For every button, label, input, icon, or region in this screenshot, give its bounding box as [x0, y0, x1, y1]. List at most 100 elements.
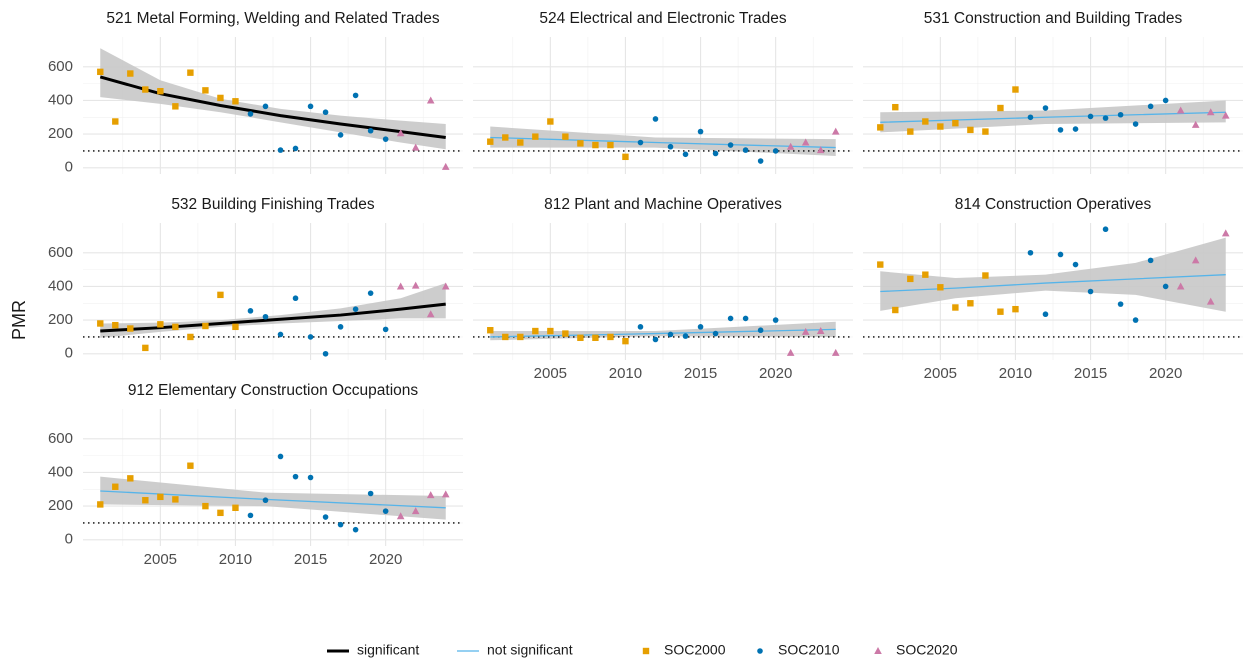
point	[1206, 108, 1215, 116]
y-tick-label: 400	[48, 91, 73, 108]
point	[772, 317, 779, 323]
point	[652, 116, 659, 122]
point	[172, 323, 179, 331]
point	[907, 275, 914, 283]
point	[907, 128, 914, 135]
point	[727, 315, 734, 322]
panel-title: 912 Elementary Construction Occupations	[128, 382, 419, 399]
point	[1191, 120, 1200, 128]
point	[1176, 106, 1185, 114]
x-tick-label: 2015	[684, 365, 717, 382]
point	[396, 512, 405, 520]
point	[112, 483, 119, 490]
panel: 521 Metal Forming, Welding and Related T…	[48, 10, 463, 176]
point	[592, 141, 599, 149]
legend-label: significant	[357, 642, 419, 658]
point	[757, 158, 764, 164]
confidence-band	[100, 48, 446, 150]
point	[757, 327, 764, 334]
point	[97, 501, 104, 508]
panel: 812 Plant and Machine Operatives 2005 2010…	[473, 196, 853, 382]
legend-marker	[874, 647, 882, 654]
point	[801, 327, 810, 335]
point	[967, 300, 974, 307]
panel: 531 Construction and Building Trades	[863, 10, 1243, 174]
y-tick-label: 200	[48, 311, 73, 328]
point	[502, 333, 509, 341]
point	[187, 333, 194, 341]
x-tick-label: 2020	[369, 551, 402, 568]
point	[1117, 301, 1124, 307]
point	[982, 128, 989, 135]
point	[982, 272, 989, 279]
point	[1057, 251, 1064, 258]
point	[157, 87, 164, 95]
point	[487, 327, 494, 334]
x-tick-label: 2005	[144, 551, 177, 568]
x-tick-label: 2005	[534, 365, 567, 382]
point	[937, 123, 944, 130]
panel: 814 Construction Operatives 2005 2010 2015 2…	[863, 196, 1243, 382]
point	[547, 118, 554, 125]
point	[742, 315, 749, 322]
point	[892, 306, 899, 314]
x-tick-label: 2015	[1074, 365, 1107, 382]
y-tick-label: 600	[48, 244, 73, 261]
fit-line	[490, 136, 836, 149]
point	[1072, 261, 1079, 268]
point	[322, 350, 329, 357]
point	[112, 118, 119, 125]
point	[367, 127, 374, 134]
point	[712, 330, 719, 337]
panel-title: 814 Construction Operatives	[955, 196, 1152, 213]
point	[441, 490, 450, 498]
y-tick-label: 0	[65, 345, 73, 362]
point	[292, 295, 299, 302]
point	[217, 94, 224, 102]
y-tick-label: 0	[65, 159, 73, 176]
point	[217, 509, 224, 517]
point	[157, 493, 164, 501]
point	[592, 334, 599, 341]
point	[187, 69, 194, 76]
y-tick-label: 200	[48, 497, 73, 514]
point	[667, 331, 674, 338]
point	[1162, 283, 1169, 290]
panel-title: 531 Construction and Building Trades	[924, 10, 1183, 27]
point	[337, 132, 344, 138]
point	[952, 304, 959, 311]
confidence-band	[490, 126, 836, 156]
point	[202, 87, 209, 94]
point	[352, 306, 359, 312]
point	[1102, 226, 1109, 233]
point	[831, 127, 840, 135]
point	[1042, 311, 1049, 318]
panel-title: 524 Electrical and Electronic Trades	[539, 10, 787, 27]
legend-marker	[757, 648, 763, 654]
point	[786, 142, 795, 150]
panel-title: 521 Metal Forming, Welding and Related T…	[106, 10, 439, 27]
point	[127, 70, 134, 77]
panel-title: 812 Plant and Machine Operatives	[544, 196, 782, 213]
point	[607, 333, 614, 341]
point	[877, 124, 884, 131]
point	[307, 334, 314, 340]
y-axis-label: PMR	[9, 300, 29, 340]
point	[577, 140, 584, 147]
point	[816, 327, 825, 335]
panel: 912 Elementary Construction Occupations 0…	[48, 382, 463, 568]
point	[262, 313, 269, 320]
point	[382, 136, 389, 142]
point	[307, 474, 314, 481]
point	[426, 491, 435, 499]
point	[1087, 288, 1094, 295]
y-tick-label: 200	[48, 125, 73, 142]
point	[712, 150, 719, 157]
point	[396, 129, 405, 137]
panel-title: 532 Building Finishing Trades	[171, 196, 375, 213]
x-tick-label: 2015	[294, 551, 327, 568]
legend-marker	[642, 647, 650, 655]
point	[1191, 256, 1200, 264]
point	[1042, 105, 1049, 111]
point	[1132, 317, 1139, 323]
